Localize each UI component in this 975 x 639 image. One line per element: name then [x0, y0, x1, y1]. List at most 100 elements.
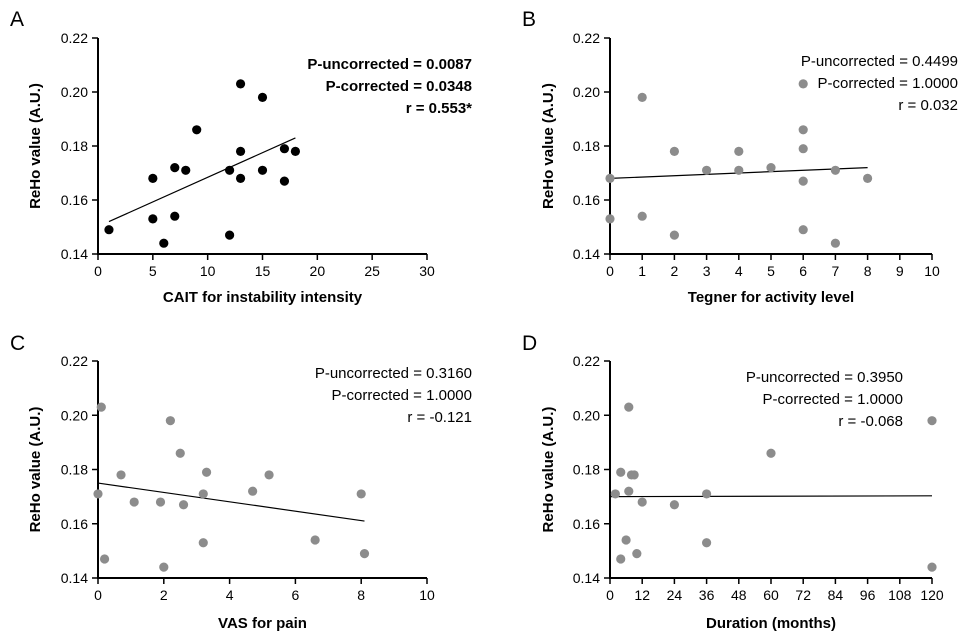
x-tick-label: 96 [860, 587, 876, 603]
data-point [99, 554, 110, 564]
y-tick-label: 0.16 [61, 192, 88, 208]
x-tick-label: 25 [364, 263, 380, 279]
y-axis-label: ReHo value (A.U.) [27, 83, 44, 209]
x-tick-label: 4 [226, 587, 234, 603]
x-tick-label: 10 [419, 587, 435, 603]
data-point [225, 165, 235, 175]
stat-annotation: P-uncorrected = 0.0087 [307, 56, 472, 73]
y-tick-label: 0.16 [573, 192, 600, 208]
x-tick-label: 108 [888, 587, 912, 603]
data-point [310, 535, 320, 545]
data-point [605, 173, 615, 183]
x-tick-label: 8 [864, 263, 872, 279]
panel-c-letter: C [10, 332, 25, 355]
y-tick-label: 0.14 [61, 570, 88, 586]
y-tick-label: 0.16 [573, 516, 600, 532]
data-point [669, 230, 680, 240]
data-point [290, 146, 300, 156]
x-axis-label: Tegner for activity level [688, 289, 854, 306]
data-point [702, 489, 712, 499]
x-tick-label: 48 [731, 587, 747, 603]
data-point [257, 92, 268, 102]
y-tick-label: 0.18 [573, 462, 600, 478]
y-tick-label: 0.20 [573, 407, 600, 423]
x-tick-label: 12 [634, 587, 650, 603]
data-point [198, 489, 208, 499]
x-tick-label: 8 [357, 587, 365, 603]
y-tick-label: 0.22 [61, 30, 88, 46]
data-point [192, 125, 202, 135]
x-tick-label: 7 [832, 263, 840, 279]
data-point [96, 402, 106, 412]
y-tick-label: 0.22 [61, 353, 88, 369]
data-point [610, 489, 620, 499]
data-point [766, 448, 776, 458]
stat-annotation: P-corrected = 1.0000 [331, 387, 472, 404]
x-tick-label: 10 [200, 263, 216, 279]
data-point [148, 173, 158, 183]
data-point [669, 146, 680, 156]
y-tick-label: 0.14 [573, 246, 600, 262]
data-point [669, 500, 680, 510]
x-tick-label: 0 [94, 587, 102, 603]
data-point [235, 146, 246, 156]
data-point [257, 165, 268, 175]
panel-d-letter: D [522, 332, 537, 355]
y-tick-label: 0.22 [573, 353, 600, 369]
stat-annotation: P-uncorrected = 0.4499 [801, 53, 958, 70]
x-tick-label: 30 [419, 263, 435, 279]
data-point [637, 92, 647, 102]
x-axis-label: Duration (months) [706, 615, 836, 632]
panel-b: B 0.14 0.16 0.18 0.20 0.22 0 1 2 3 4 5 6 7 8 9 10 ReHo v… [522, 8, 958, 306]
x-tick-label: 2 [671, 263, 679, 279]
data-point [616, 467, 626, 477]
x-tick-label: 0 [606, 263, 614, 279]
y-tick-label: 0.16 [61, 516, 88, 532]
data-point [165, 416, 175, 426]
data-point [170, 163, 180, 173]
panel-b-letter: B [522, 8, 536, 31]
data-point [798, 225, 808, 235]
stat-annotation: r = 0.553* [406, 100, 472, 117]
data-point [830, 165, 841, 175]
panel-d: D 0.14 0.16 0.18 0.20 0.22 0 12 24 36 48 60 72 84 96 1… [522, 332, 944, 632]
data-point [198, 538, 208, 548]
stat-annotation: P-corrected = 1.0000 [817, 75, 958, 92]
data-point [830, 238, 841, 248]
x-axis-label: CAIT for instability intensity [163, 289, 363, 306]
data-point [279, 144, 290, 154]
data-point [798, 176, 808, 186]
data-point [798, 79, 808, 89]
x-tick-label: 60 [763, 587, 779, 603]
data-point [629, 470, 639, 480]
y-axis-label: ReHo value (A.U.) [540, 407, 557, 533]
data-point [798, 144, 808, 154]
data-point [621, 535, 631, 545]
data-point [264, 470, 274, 480]
data-point [201, 467, 212, 477]
panel-c: C 0.14 0.16 0.18 0.20 0.22 0 2 4 6 8 10 ReHo value … [10, 332, 472, 632]
y-axis-label: ReHo value (A.U.) [27, 407, 44, 533]
x-tick-label: 15 [255, 263, 271, 279]
data-point [863, 173, 873, 183]
data-point [359, 548, 370, 559]
data-point [616, 554, 626, 564]
data-point [104, 225, 114, 235]
y-tick-label: 0.20 [61, 84, 88, 100]
x-tick-label: 10 [924, 263, 940, 279]
y-tick-label: 0.22 [573, 30, 600, 46]
x-tick-label: 4 [735, 263, 743, 279]
data-point [637, 211, 647, 221]
x-tick-label: 36 [699, 587, 715, 603]
data-point [235, 79, 246, 89]
x-tick-label: 5 [149, 263, 157, 279]
y-tick-label: 0.18 [61, 462, 88, 478]
regression-line [108, 137, 296, 223]
data-point [702, 538, 712, 548]
y-axis-label: ReHo value (A.U.) [540, 83, 557, 209]
x-tick-label: 0 [606, 587, 614, 603]
data-point [170, 211, 180, 221]
y-tick-label: 0.20 [61, 407, 88, 423]
data-point [356, 489, 366, 499]
